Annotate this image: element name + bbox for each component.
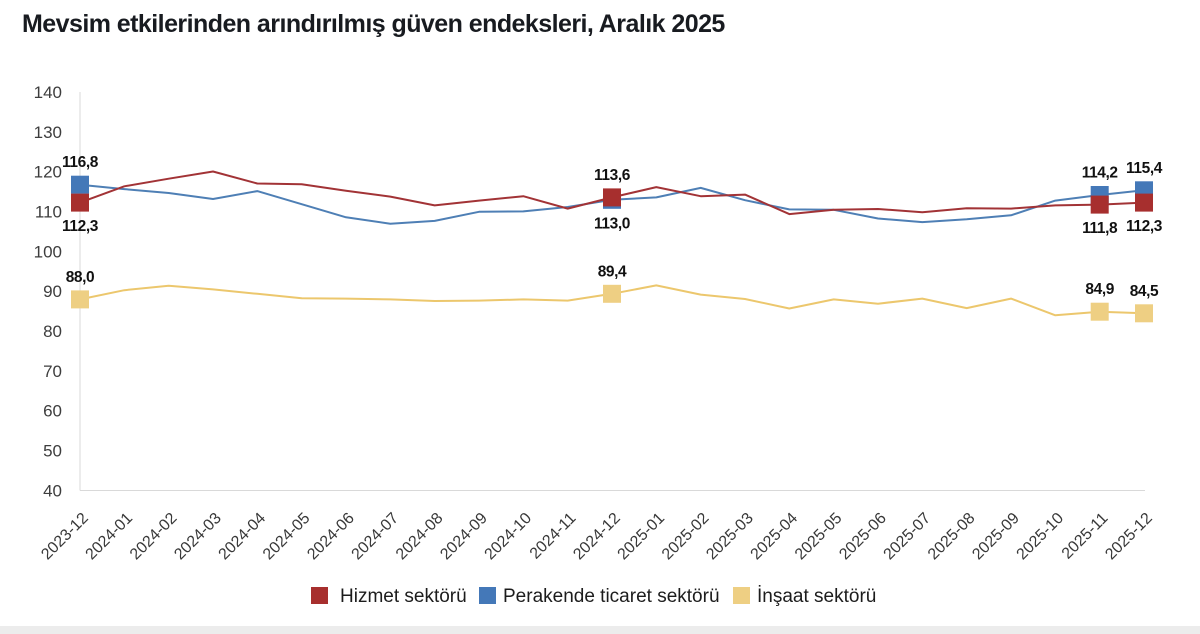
svg-text:112,3: 112,3 xyxy=(62,218,99,235)
svg-text:2025-05: 2025-05 xyxy=(792,510,846,564)
svg-text:84,5: 84,5 xyxy=(1130,283,1159,300)
svg-text:2024-09: 2024-09 xyxy=(437,510,491,564)
svg-text:2025-07: 2025-07 xyxy=(881,510,935,564)
svg-text:2024-02: 2024-02 xyxy=(127,510,181,564)
svg-text:88,0: 88,0 xyxy=(66,269,95,286)
svg-text:2025-08: 2025-08 xyxy=(925,510,979,564)
svg-text:90: 90 xyxy=(43,282,62,301)
svg-text:2025-11: 2025-11 xyxy=(1059,510,1112,563)
svg-text:2025-02: 2025-02 xyxy=(659,510,713,564)
svg-text:115,4: 115,4 xyxy=(1126,160,1163,177)
svg-text:140: 140 xyxy=(34,83,62,102)
svg-text:2025-10: 2025-10 xyxy=(1014,510,1068,564)
svg-text:2025-01: 2025-01 xyxy=(615,510,669,564)
svg-text:116,8: 116,8 xyxy=(62,154,99,171)
svg-text:2024-08: 2024-08 xyxy=(393,510,447,564)
svg-text:112,3: 112,3 xyxy=(1126,218,1163,235)
svg-text:40: 40 xyxy=(43,481,62,500)
svg-text:2024-01: 2024-01 xyxy=(83,510,137,564)
svg-text:2024-12: 2024-12 xyxy=(570,510,624,564)
svg-text:2025-06: 2025-06 xyxy=(836,510,890,564)
svg-text:2024-05: 2024-05 xyxy=(260,510,314,564)
svg-text:113,0: 113,0 xyxy=(594,215,630,232)
svg-text:2024-10: 2024-10 xyxy=(482,510,536,564)
svg-text:2025-09: 2025-09 xyxy=(969,510,1023,564)
svg-text:100: 100 xyxy=(34,242,62,261)
svg-text:110: 110 xyxy=(35,203,62,222)
svg-text:2024-04: 2024-04 xyxy=(216,510,270,564)
svg-text:2025-04: 2025-04 xyxy=(748,510,802,564)
svg-text:89,4: 89,4 xyxy=(598,263,627,280)
svg-text:70: 70 xyxy=(43,362,62,381)
svg-text:120: 120 xyxy=(34,163,62,182)
svg-text:2024-03: 2024-03 xyxy=(171,510,225,564)
svg-text:113,6: 113,6 xyxy=(594,167,631,184)
svg-text:60: 60 xyxy=(43,402,62,421)
svg-text:130: 130 xyxy=(34,123,62,142)
svg-text:50: 50 xyxy=(43,442,62,461)
svg-text:2025-03: 2025-03 xyxy=(703,510,757,564)
svg-text:2024-11: 2024-11 xyxy=(527,510,580,563)
svg-text:2024-07: 2024-07 xyxy=(349,510,403,564)
svg-text:111,8: 111,8 xyxy=(1082,220,1118,237)
svg-text:2025-12: 2025-12 xyxy=(1102,510,1156,564)
svg-text:80: 80 xyxy=(43,322,62,341)
svg-text:2024-06: 2024-06 xyxy=(304,510,358,564)
svg-text:2023-12: 2023-12 xyxy=(38,510,92,564)
svg-text:84,9: 84,9 xyxy=(1085,281,1114,298)
svg-text:114,2: 114,2 xyxy=(1082,165,1118,182)
